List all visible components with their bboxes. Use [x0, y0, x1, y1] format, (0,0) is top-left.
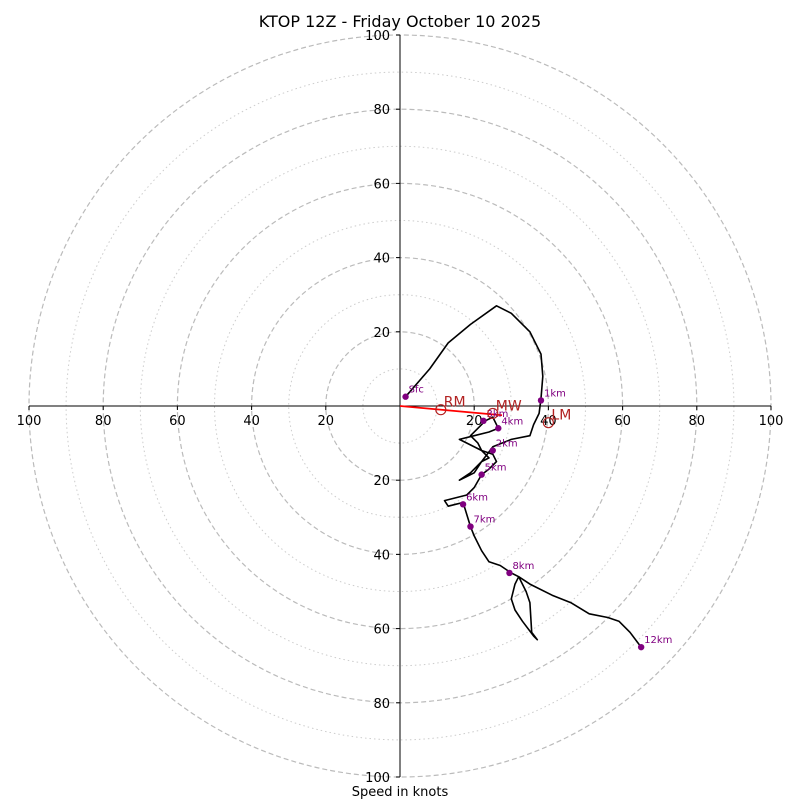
y-tick-label: 60 [373, 623, 390, 638]
y-tick-label: 80 [373, 103, 390, 118]
height-marker-6km [459, 501, 467, 508]
y-tick-labels: 100 80 60 40 20 20 40 60 80 100 [365, 29, 400, 786]
y-tick-label: 20 [373, 326, 390, 341]
y-tick-label: 100 [365, 29, 390, 44]
storm-motion-label-lm: LM [551, 408, 571, 424]
y-tick-label: 20 [373, 474, 390, 489]
x-tick-label: 40 [243, 414, 260, 429]
height-marker-7km [467, 523, 474, 530]
hodograph-line [404, 304, 642, 648]
y-tick-label: 100 [365, 771, 390, 786]
x-tick-label: 60 [614, 414, 631, 429]
hodograph-trace [404, 304, 642, 648]
height-label-4km: 4km [501, 416, 523, 427]
x-tick-labels: 100 80 60 40 20 20 40 60 80 100 [17, 406, 784, 429]
height-label-6km: 6km [466, 492, 488, 503]
storm-motion-markers: RM MW LM [435, 395, 571, 429]
storm-motion-marker-rm [435, 404, 447, 416]
y-tick-label: 80 [373, 697, 390, 712]
x-axis-label: Speed in knots [352, 785, 449, 800]
storm-motion-marker-mw [487, 407, 499, 420]
y-tick-label: 60 [373, 177, 390, 192]
x-tick-label: 100 [17, 414, 42, 429]
x-tick-label: 80 [95, 414, 112, 429]
storm-motion-marker-lm [542, 417, 555, 429]
height-label-7km: 7km [473, 515, 495, 526]
x-tick-label: 80 [689, 414, 706, 429]
height-marker-5km [478, 471, 485, 478]
y-tick-label: 40 [373, 252, 390, 267]
height-label-12km: 12km [644, 635, 672, 646]
height-label-5km: 5km [485, 463, 507, 474]
height-label-8km: 8km [512, 561, 534, 572]
height-label-sfc: Sfc [409, 385, 424, 396]
storm-motion-label-rm: RM [444, 395, 466, 411]
storm-motion-vector [399, 405, 503, 417]
height-marker-2km [489, 447, 496, 454]
x-tick-label: 20 [318, 414, 335, 429]
x-tick-label: 60 [169, 414, 186, 429]
mean-wind-vector [399, 405, 503, 417]
y-tick-label: 40 [373, 548, 390, 563]
storm-motion-label-mw: MW [496, 398, 522, 414]
height-marker-sfc [402, 393, 409, 400]
x-tick-label: 100 [759, 414, 784, 429]
height-marker-8km [506, 569, 513, 577]
x-tick-label: 20 [466, 414, 483, 429]
height-marker-1km [537, 397, 545, 404]
height-marker-4km [495, 425, 502, 432]
chart-title: KTOP 12Z - Friday October 10 2025 [259, 12, 541, 31]
height-label-2km: 2km [496, 439, 518, 450]
height-label-1km: 1km [544, 388, 566, 399]
height-marker-12km [637, 643, 645, 651]
height-marker-3km [480, 417, 487, 425]
